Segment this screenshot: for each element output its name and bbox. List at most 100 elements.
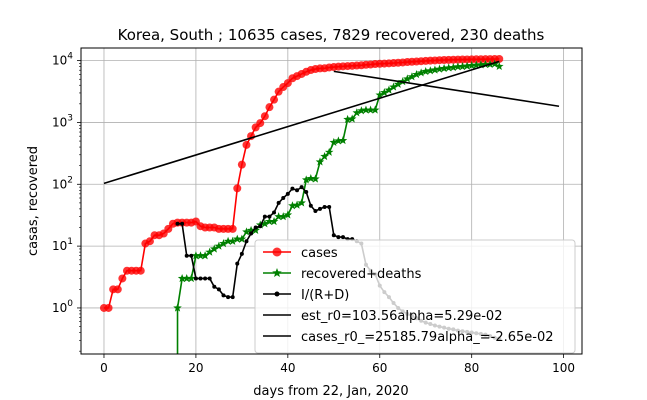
data-point <box>403 74 412 83</box>
data-point <box>444 63 453 72</box>
x-tick-label: 60 <box>372 361 387 375</box>
data-point <box>398 77 408 86</box>
data-point <box>265 217 274 226</box>
data-point <box>191 251 201 260</box>
data-point <box>320 151 329 161</box>
data-point <box>235 261 240 266</box>
legend-marker <box>274 291 280 297</box>
y-tick-label: 100 <box>52 299 73 315</box>
data-point <box>226 295 231 300</box>
data-point <box>182 273 191 283</box>
data-point <box>175 221 180 226</box>
data-point <box>214 241 224 250</box>
data-point <box>278 212 288 221</box>
data-point <box>283 210 293 219</box>
data-point <box>430 65 440 74</box>
data-point <box>311 174 320 183</box>
data-point <box>467 61 476 70</box>
data-point <box>366 105 375 114</box>
data-point <box>198 276 203 281</box>
data-point <box>407 72 417 81</box>
legend-label: est_r0=103.56alpha=5.29e-02 <box>301 309 502 324</box>
data-point <box>331 233 336 238</box>
data-point <box>384 85 394 94</box>
data-point <box>219 239 228 248</box>
data-point <box>200 251 210 260</box>
data-point <box>315 157 325 166</box>
series-3 <box>103 60 500 185</box>
y-tick-label: 101 <box>52 237 73 253</box>
data-point <box>338 135 348 145</box>
data-point <box>270 95 279 104</box>
data-point <box>233 184 242 193</box>
y-tick-label: 103 <box>52 113 73 129</box>
data-point <box>318 206 323 211</box>
data-point <box>223 236 233 245</box>
legend: cases recovered+deaths I/(R+D) est_r0=103.5… <box>254 239 576 354</box>
legend-label: cases_r0_=25185.79alpha_=-2.65e-02 <box>301 330 554 345</box>
data-point <box>306 174 316 183</box>
legend-item: I/(R+D) <box>263 288 349 303</box>
data-point <box>269 217 279 226</box>
data-point <box>233 234 242 243</box>
series-line <box>333 70 560 108</box>
data-point <box>322 204 327 209</box>
x-tick-label: 0 <box>100 361 108 375</box>
legend-item: est_r0=103.56alpha=5.29e-02 <box>263 309 502 324</box>
data-point <box>189 253 194 258</box>
data-point <box>262 214 267 219</box>
data-point <box>412 70 421 79</box>
data-point <box>472 60 481 69</box>
data-point <box>207 276 212 281</box>
data-point <box>476 60 486 69</box>
y-tick-label: 102 <box>52 175 73 191</box>
data-point <box>230 295 235 300</box>
data-point <box>297 198 306 207</box>
data-point <box>329 137 339 147</box>
data-point <box>228 236 237 245</box>
data-point <box>228 224 237 233</box>
data-point <box>421 66 430 76</box>
data-point <box>357 106 366 115</box>
legend-label: cases <box>301 246 338 261</box>
data-point <box>458 62 467 71</box>
data-point <box>249 231 254 236</box>
x-ticks: 0 20 40 60 80 100 <box>100 354 575 375</box>
data-point <box>301 175 311 184</box>
legend-box <box>254 239 576 354</box>
data-point <box>260 112 269 121</box>
data-point <box>336 235 341 240</box>
legend-item: recovered+deaths <box>263 267 422 282</box>
plot-frame <box>80 47 583 355</box>
data-point <box>313 208 318 213</box>
legend-item: cases_r0_=25185.79alpha_=-2.65e-02 <box>263 330 554 345</box>
data-point <box>389 82 398 91</box>
data-point <box>187 273 196 283</box>
series-4 <box>333 70 560 108</box>
data-point <box>173 303 182 312</box>
data-point <box>361 105 371 114</box>
data-point <box>288 201 297 210</box>
data-point <box>495 54 504 63</box>
data-point <box>462 61 472 70</box>
data-point <box>375 90 385 99</box>
data-point <box>449 62 458 72</box>
data-point <box>435 64 444 73</box>
data-point <box>304 190 309 195</box>
data-point <box>221 293 226 298</box>
series-0 <box>99 54 504 312</box>
legend-marker <box>272 268 282 278</box>
series-line <box>103 60 500 185</box>
x-axis-title: days from 22, Jan, 2020 <box>253 384 408 399</box>
data-point <box>239 251 244 256</box>
data-point <box>494 61 504 71</box>
grid <box>81 48 582 354</box>
data-point <box>290 186 295 191</box>
data-point <box>212 284 217 289</box>
y-axis-title: casas, recovered <box>26 146 41 256</box>
legend-label: I/(R+D) <box>301 288 349 303</box>
data-point <box>272 210 277 215</box>
data-point <box>380 88 389 97</box>
data-point <box>113 285 122 294</box>
data-point <box>295 188 300 193</box>
